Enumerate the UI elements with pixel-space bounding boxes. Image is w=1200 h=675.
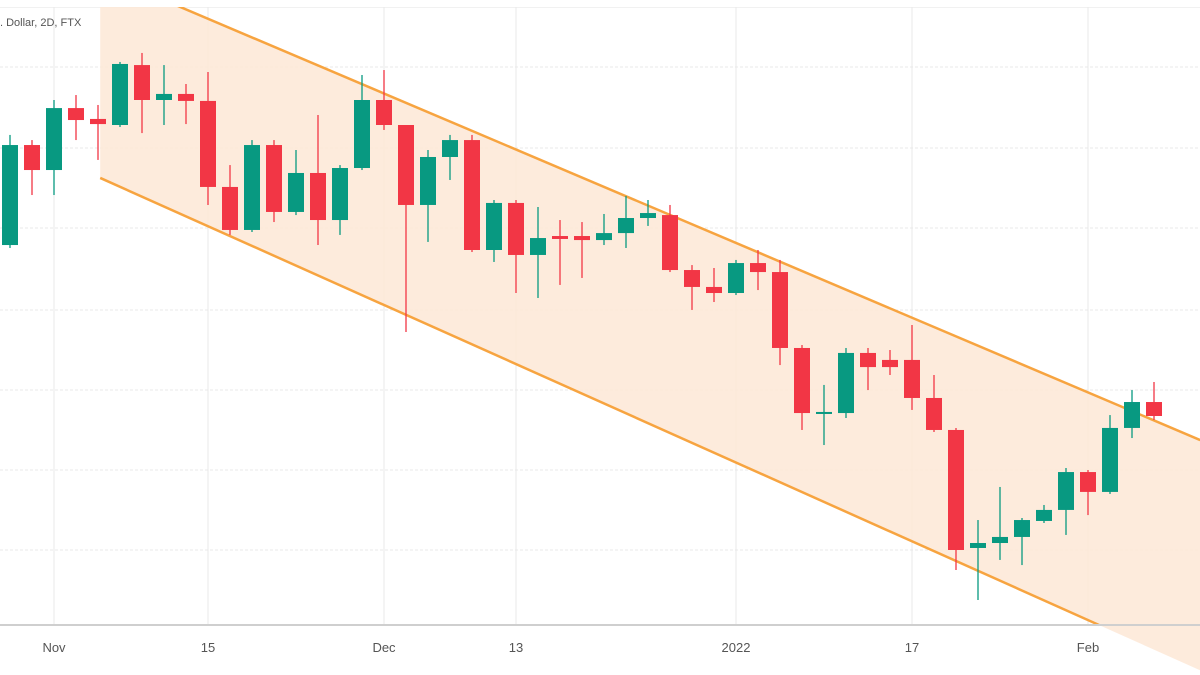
candle-body [860,352,876,368]
candle-body [90,118,106,125]
candle-body [266,145,282,212]
candle-body [332,168,348,221]
candle-body [1014,520,1030,537]
candle-body [244,145,260,230]
candle-body [222,186,238,230]
candles [2,52,1162,600]
candle-body [68,108,84,121]
candle-body [618,218,634,234]
candle-body [200,100,216,187]
candle-body [1058,472,1074,510]
x-tick-label: 15 [201,640,215,655]
candle-body [46,108,62,171]
candle-body [772,272,788,348]
candle-body [2,145,18,246]
candle-body [112,63,128,125]
candle-body [882,359,898,368]
candle-body [464,140,480,250]
channel-lower-line[interactable] [99,176,1100,627]
candle-body [640,213,656,219]
candle-body [420,156,436,205]
candle-body [398,125,414,205]
candle-body [706,286,722,294]
candle-body [1146,402,1162,416]
candle-body [530,238,546,255]
symbol-legend: . Dollar, 2D, FTX [0,17,82,29]
candle-body [926,397,942,430]
candle-body [1080,472,1096,492]
candle-body [992,536,1008,544]
x-tick-label: Nov [42,640,66,655]
candle-body [662,215,678,271]
candle-body [1124,402,1140,428]
x-tick-label: 2022 [722,640,751,655]
candle-body [948,429,964,550]
candle-body [486,202,502,250]
candle-body [376,100,392,125]
candle-body [794,347,810,414]
channel-upper-line[interactable] [100,0,1200,442]
channel-fill [100,0,1200,671]
candle-body [728,263,744,294]
candle-body [904,359,920,398]
candle-body [750,263,766,273]
candle-body [684,270,700,287]
x-tick-label: 13 [509,640,523,655]
x-axis-ticks: Nov 15 Dec 13 2022 17 Feb [42,640,1099,655]
candle-body [816,411,832,414]
candle-body [24,145,40,171]
candle-body [354,100,370,169]
candle-body [1036,509,1052,521]
candle-body [596,233,612,241]
candle-body [970,543,986,548]
candle-body [134,65,150,100]
candle-body [178,93,194,101]
x-tick-label: 17 [905,640,919,655]
top-mask [0,0,1200,7]
x-tick-label: Feb [1077,640,1099,655]
candle-body [838,352,854,414]
candle-body [310,172,326,221]
candle-body [508,202,524,255]
candle-body [574,236,590,241]
candle-body [288,172,304,212]
x-tick-label: Dec [372,640,396,655]
candle-body [442,140,458,157]
candle-body [156,93,172,100]
candle-body [552,236,568,239]
candle-body [1102,427,1118,492]
